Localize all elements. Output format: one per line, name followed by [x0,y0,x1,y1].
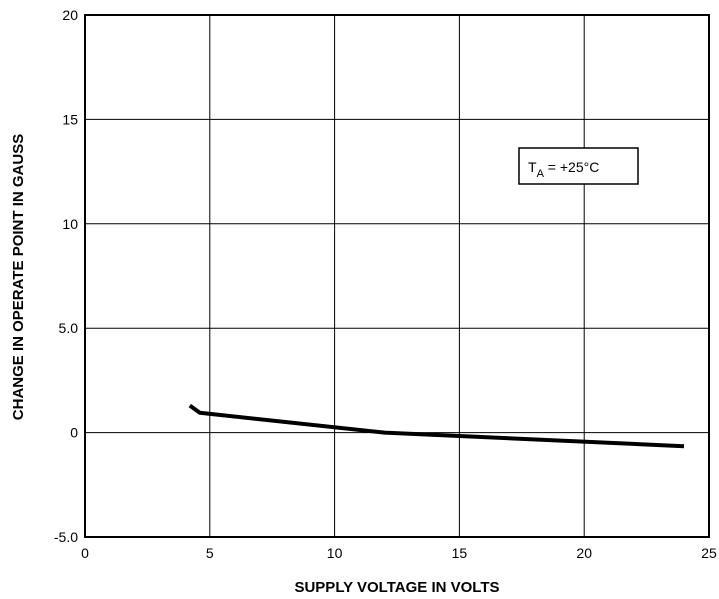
y-tick-label: 0 [70,425,78,441]
annotation-text: TA = +25°C [528,159,599,180]
annotation-value: = +25°C [544,159,599,175]
y-tick-label: 15 [62,111,78,127]
x-axis-title: SUPPLY VOLTAGE IN VOLTS [294,579,499,596]
x-tick-label: 10 [327,545,343,561]
annotation-box [518,147,639,185]
x-tick-label: 5 [206,545,214,561]
x-tick-label: 15 [452,545,468,561]
y-tick-label: -5.0 [54,529,78,545]
y-tick-label: 20 [62,7,78,23]
x-tick-label: 25 [701,545,717,561]
temperature-annotation: TA = +25°C [518,147,639,185]
x-tick-label: 20 [576,545,592,561]
grid-lines [85,15,709,537]
annotation-symbol: T [528,159,537,175]
annotation-subscript: A [537,168,545,180]
y-tick-label: 5.0 [59,320,79,336]
y-axis-tick-labels: -5.0 0 5.0 10 15 20 [54,7,78,545]
y-tick-label: 10 [62,216,78,232]
y-axis-title: CHANGE IN OPERATE POINT IN GAUSS [10,134,27,420]
plot-area [84,14,710,538]
x-tick-label: 0 [81,545,89,561]
x-axis-tick-labels: 0 5 10 15 20 25 [81,545,717,561]
series-line [188,403,685,449]
